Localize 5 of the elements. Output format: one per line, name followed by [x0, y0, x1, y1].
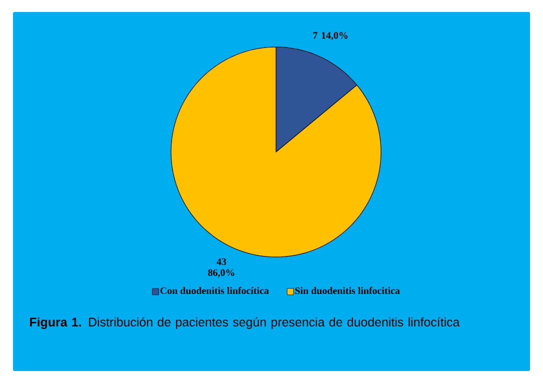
data-label: 7 14,0%	[313, 32, 348, 40]
legend-label: Sin duodenitis linfocitica	[295, 286, 400, 294]
text: Figura 1. Distribución de pacientes según presencia de duodenitis linfocítica	[30, 317, 460, 330]
legend-label: Con duodenitis linfocítica	[160, 286, 269, 294]
data-label: 43 86,0%	[208, 258, 234, 278]
